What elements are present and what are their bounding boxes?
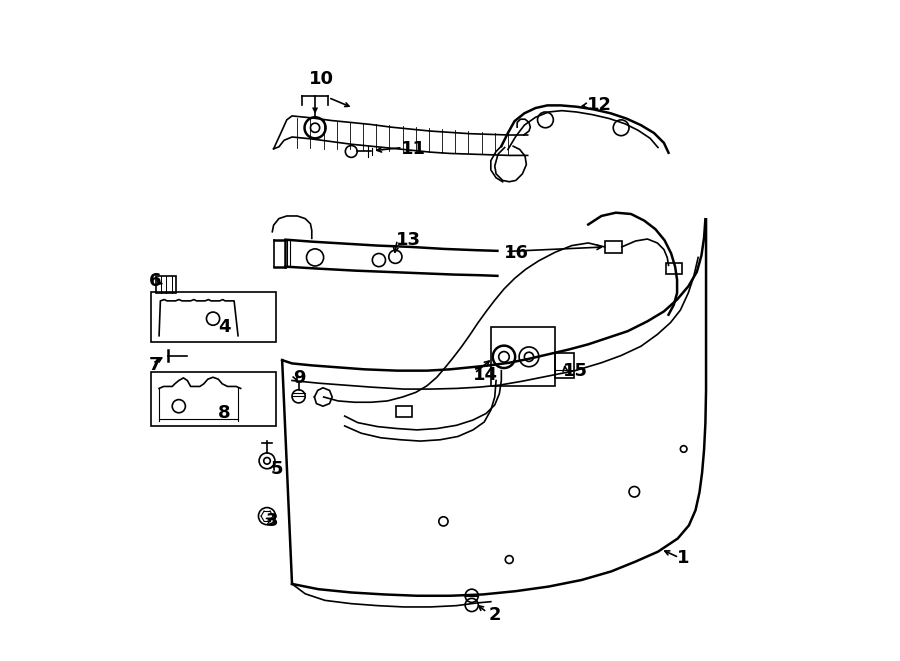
Text: 12: 12: [587, 97, 612, 114]
Text: 6: 6: [148, 272, 161, 290]
Bar: [396, 406, 412, 417]
Bar: [150, 372, 275, 426]
Text: 11: 11: [400, 141, 426, 159]
Bar: [150, 292, 275, 342]
Bar: [555, 353, 573, 378]
Text: 14: 14: [473, 366, 498, 384]
Text: 4: 4: [219, 318, 230, 336]
Text: 8: 8: [219, 404, 231, 422]
Text: 2: 2: [488, 606, 500, 624]
Bar: [605, 241, 622, 253]
Text: 16: 16: [504, 244, 529, 262]
Bar: [666, 263, 681, 274]
Text: 5: 5: [271, 460, 284, 478]
Text: 9: 9: [293, 369, 306, 387]
Bar: [491, 327, 555, 387]
Text: 7: 7: [148, 356, 161, 373]
Text: 3: 3: [266, 512, 278, 530]
Text: 10: 10: [309, 70, 334, 88]
Text: 13: 13: [396, 231, 421, 249]
Text: 15: 15: [563, 362, 589, 380]
Bar: [156, 276, 176, 293]
Text: 1: 1: [677, 549, 689, 566]
